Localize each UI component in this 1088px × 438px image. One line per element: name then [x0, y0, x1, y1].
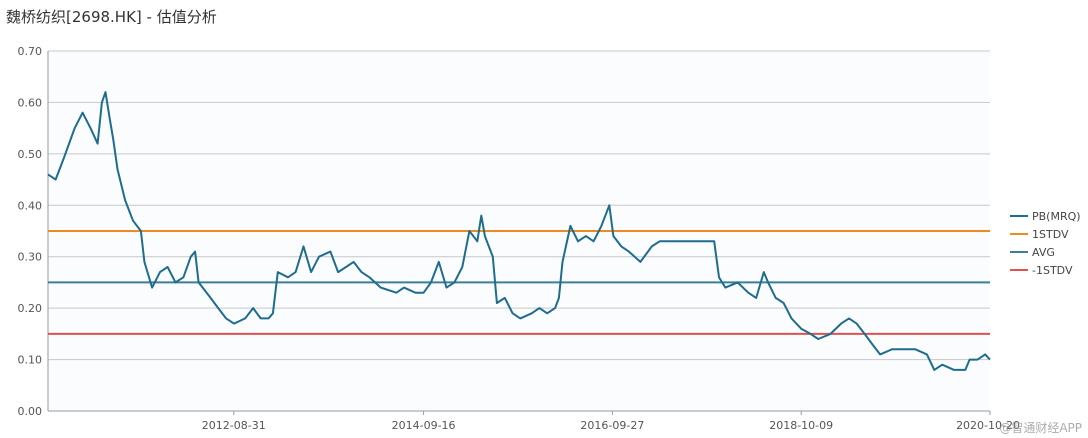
reference-lines: [48, 230, 990, 335]
legend-label: -1STDV: [1032, 264, 1073, 277]
legend-label: AVG: [1032, 246, 1055, 259]
series-line-pb-mrq: [47, 91, 991, 371]
x-tick-label: 2016-09-27: [580, 419, 644, 432]
legend-label: 1STDV: [1032, 228, 1069, 241]
legend-label: PB(MRQ): [1032, 210, 1081, 223]
y-tick-label: 0.40: [18, 199, 43, 212]
watermark: @智通财经APP: [999, 420, 1082, 435]
legend: PB(MRQ) 1STDV AVG -1STDV: [1010, 210, 1081, 277]
y-tick-label: 0.50: [18, 148, 43, 161]
x-tick-label: 2020-10-20: [956, 419, 1020, 432]
y-tick-label: 0.20: [18, 302, 43, 315]
y-tick-label: 0.70: [18, 45, 43, 58]
chart-title: 魏桥纺织[2698.HK] - 估值分析: [6, 8, 217, 26]
y-tick-label: 0.10: [18, 354, 43, 367]
y-tick-label: 0.00: [18, 405, 43, 418]
x-tick-label: 2018-10-09: [769, 419, 833, 432]
x-axis: 2012-08-31 2014-09-16 2016-09-27 2018-10-09…: [48, 410, 1020, 432]
y-tick-label: 0.60: [18, 96, 43, 109]
x-tick-label: 2012-08-31: [202, 419, 266, 432]
y-axis: 0.00 0.10 0.20 0.30 0.40 0.50 0.60 0.70: [18, 45, 49, 418]
series-layer: [47, 91, 991, 371]
x-tick-label: 2014-09-16: [392, 419, 456, 432]
y-tick-label: 0.30: [18, 251, 43, 264]
